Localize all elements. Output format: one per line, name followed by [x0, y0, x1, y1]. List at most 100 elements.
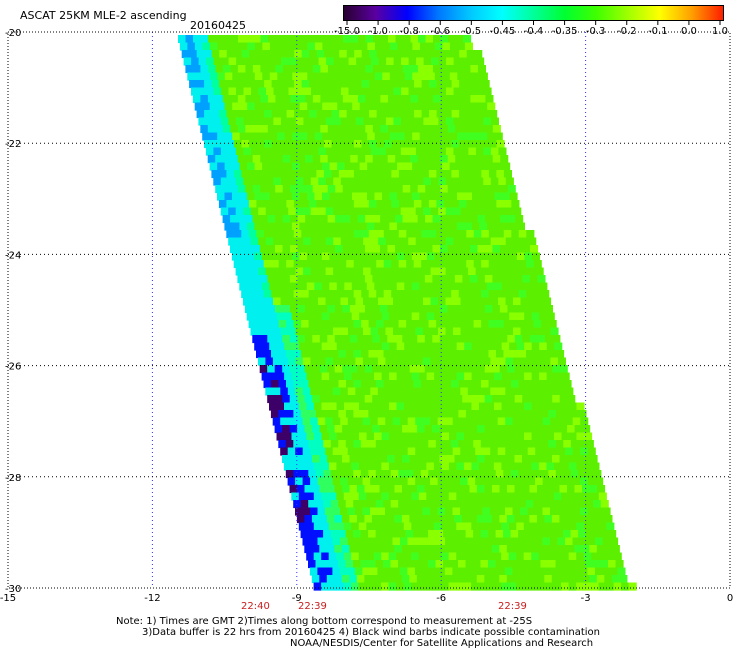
swath-cell: [583, 462, 592, 471]
swath-cell: [486, 432, 495, 441]
swath-cell: [413, 470, 422, 479]
swath-cell: [486, 462, 495, 471]
swath-cell: [325, 387, 334, 396]
swath-cell: [551, 545, 560, 554]
swath-cell: [378, 297, 387, 306]
swath-cell: [325, 177, 334, 186]
swath-cell: [369, 50, 378, 59]
swath-cell: [344, 432, 353, 441]
swath-cell: [250, 177, 259, 186]
swath-cell: [387, 125, 396, 134]
swath-cell: [587, 477, 596, 486]
swath-cell: [557, 537, 566, 546]
swath-cell: [447, 425, 456, 434]
swath-cell: [385, 507, 394, 516]
swath-cell: [299, 132, 308, 141]
swath-cell: [398, 470, 407, 479]
swath-cell: [493, 492, 502, 501]
swath-cell: [331, 380, 340, 389]
swath-cell: [364, 365, 373, 374]
swath-cell: [224, 222, 233, 231]
swath-cell: [254, 132, 263, 141]
swath-cell: [231, 252, 240, 261]
swath-cell: [246, 312, 255, 321]
swath-cell: [226, 50, 235, 59]
swath-cell: [454, 365, 463, 374]
swath-cell: [347, 567, 356, 576]
swath-cell: [302, 447, 311, 456]
swath-cell: [372, 245, 381, 254]
swath-cell: [314, 132, 323, 141]
swath-cell: [452, 417, 461, 426]
swath-cell: [331, 50, 340, 59]
swath-cell: [217, 72, 226, 81]
swath-cell: [317, 387, 326, 396]
swath-cell: [467, 417, 476, 426]
swath-cell: [289, 485, 298, 494]
swath-cell: [350, 125, 359, 134]
swath-cell: [606, 582, 615, 591]
swath-cell: [224, 72, 233, 81]
swath-cell: [267, 365, 276, 374]
swath-cell: [519, 567, 528, 576]
swath-cell: [304, 335, 313, 344]
swath-cell: [355, 237, 364, 246]
swath-cell: [301, 80, 310, 89]
swath-cell: [451, 230, 460, 239]
swath-cell: [289, 305, 298, 314]
swath-cell: [488, 290, 497, 299]
swath-cell: [396, 492, 405, 501]
swath-cell: [271, 170, 280, 179]
swath-cell: [351, 342, 360, 351]
swath-cell: [428, 500, 437, 509]
swath-cell: [390, 560, 399, 569]
swath-cell: [370, 147, 379, 156]
swath-cell: [376, 140, 385, 149]
swath-cell: [333, 177, 342, 186]
swath-cell: [219, 110, 228, 119]
swath-cell: [398, 290, 407, 299]
swath-cell: [304, 365, 313, 374]
swath-cell: [252, 125, 261, 134]
swath-cell: [544, 395, 553, 404]
swath-cell: [443, 440, 452, 449]
swath-cell: [554, 432, 563, 441]
swath-cell: [380, 185, 389, 194]
swath-cell: [313, 552, 322, 561]
swath-cell: [260, 185, 269, 194]
swath-cell: [344, 372, 353, 381]
swath-cell: [295, 327, 304, 336]
swath-cell: [429, 140, 438, 149]
swath-cell: [434, 372, 443, 381]
swath-cell: [531, 492, 540, 501]
swath-cell: [262, 132, 271, 141]
swath-cell: [237, 155, 246, 164]
swath-cell: [305, 215, 314, 224]
swath-cell: [230, 95, 239, 104]
swath-cell: [350, 95, 359, 104]
swath-cell: [458, 230, 467, 239]
swath-cell: [434, 192, 443, 201]
swath-cell: [389, 372, 398, 381]
swath-cell: [327, 425, 336, 434]
swath-cell: [419, 162, 428, 171]
swath-cell: [546, 552, 555, 561]
swath-cell: [471, 582, 480, 591]
swath-cell: [226, 80, 235, 89]
swath-cell: [325, 207, 334, 216]
swath-cell: [585, 560, 594, 569]
swath-cell: [546, 402, 555, 411]
swath-cell: [354, 80, 363, 89]
swath-cell: [256, 200, 265, 209]
swath-cell: [239, 282, 248, 291]
swath-cell: [385, 147, 394, 156]
swath-cell: [383, 170, 392, 179]
swath-cell: [295, 177, 304, 186]
swath-cell: [325, 327, 334, 336]
swath-cell: [514, 515, 523, 524]
swath-cell: [459, 80, 468, 89]
swath-cell: [370, 297, 379, 306]
swath-cell: [439, 455, 448, 464]
swath-cell: [511, 230, 520, 239]
swath-cell: [299, 72, 308, 81]
